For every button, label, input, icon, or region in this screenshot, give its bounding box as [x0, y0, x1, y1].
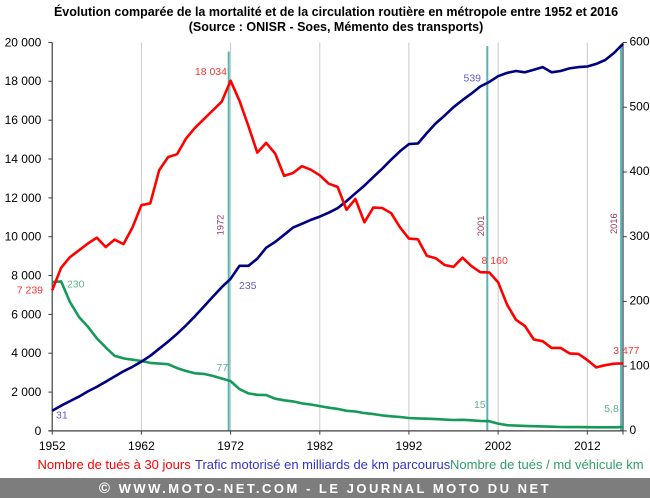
svg-text:1992: 1992 [396, 439, 423, 453]
svg-text:16 000: 16 000 [5, 113, 42, 127]
svg-text:(Source : ONISR - Soes, Mément: (Source : ONISR - Soes, Mémento des tran… [189, 20, 484, 34]
svg-text:2002: 2002 [485, 439, 512, 453]
svg-text:0: 0 [35, 424, 42, 438]
svg-text:3 477: 3 477 [613, 345, 639, 357]
svg-text:4 000: 4 000 [11, 346, 41, 360]
svg-text:2016: 2016 [609, 213, 619, 234]
svg-text:6 000: 6 000 [11, 307, 41, 321]
svg-text:14 000: 14 000 [5, 152, 42, 166]
svg-text:100: 100 [630, 358, 650, 372]
svg-text:1982: 1982 [306, 439, 333, 453]
svg-text:2001: 2001 [476, 216, 486, 237]
svg-text:77: 77 [217, 362, 229, 374]
svg-text:8 160: 8 160 [482, 255, 508, 267]
svg-text:12 000: 12 000 [5, 191, 42, 205]
svg-text:8 000: 8 000 [11, 268, 41, 282]
svg-text:200: 200 [630, 294, 650, 308]
svg-text:15: 15 [474, 399, 486, 411]
svg-text:10 000: 10 000 [5, 230, 42, 244]
svg-text:31: 31 [56, 410, 68, 422]
svg-text:539: 539 [464, 73, 482, 85]
svg-text:1972: 1972 [216, 215, 226, 236]
svg-text:2 000: 2 000 [11, 385, 41, 399]
svg-text:400: 400 [630, 164, 650, 178]
svg-text:Trafic motorisé en milliards d: Trafic motorisé en milliards de km parco… [195, 457, 451, 472]
svg-text:235: 235 [239, 280, 257, 292]
svg-text:18 000: 18 000 [5, 74, 42, 88]
svg-text:5,8: 5,8 [604, 403, 619, 415]
svg-text:7 239: 7 239 [17, 285, 43, 297]
svg-text:600: 600 [630, 35, 650, 49]
svg-text:230: 230 [67, 279, 85, 291]
svg-text:1962: 1962 [128, 439, 155, 453]
svg-text:1952: 1952 [39, 439, 66, 453]
svg-text:© WWW.MOTO-NET.COM - LE JOURNA: © WWW.MOTO-NET.COM - LE JOURNAL MOTO DU … [99, 480, 551, 497]
svg-text:Nombre de tués / md véhicule k: Nombre de tués / md véhicule km [450, 457, 644, 472]
svg-text:500: 500 [630, 99, 650, 113]
svg-text:300: 300 [630, 229, 650, 243]
svg-text:1972: 1972 [217, 439, 244, 453]
svg-text:0: 0 [630, 423, 637, 437]
svg-text:2012: 2012 [574, 439, 601, 453]
svg-text:18 034: 18 034 [195, 66, 227, 78]
svg-text:Évolution comparée de la morta: Évolution comparée de la mortalité et de… [54, 4, 618, 19]
svg-text:20 000: 20 000 [5, 35, 42, 49]
svg-text:Nombre de tués à 30 jours: Nombre de tués à 30 jours [38, 457, 192, 472]
